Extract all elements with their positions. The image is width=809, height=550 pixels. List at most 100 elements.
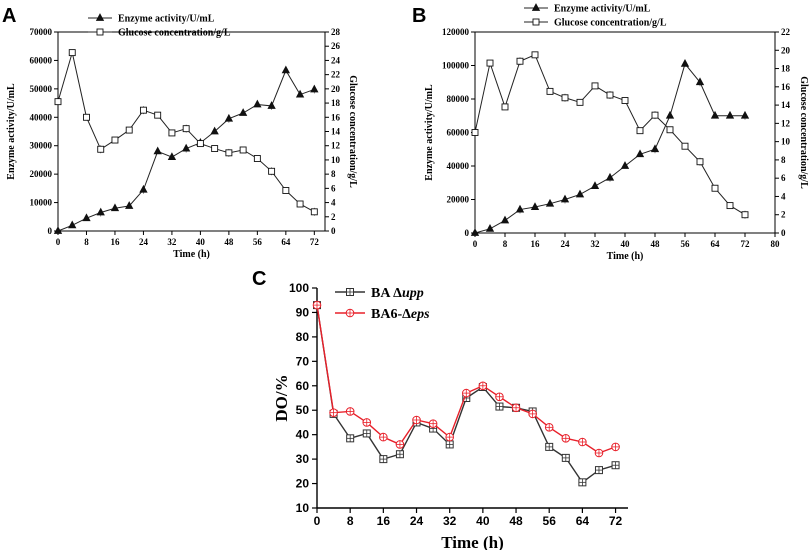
- data-point-glucose: [54, 98, 62, 106]
- legend-marker: [532, 18, 540, 26]
- x-tick-label: 0: [314, 514, 321, 528]
- x-tick-label: 8: [347, 514, 354, 528]
- data-point-ba6-eps: [495, 392, 504, 402]
- y-right-tick-label: 16: [781, 82, 791, 92]
- data-point-ba6-eps: [362, 418, 372, 427]
- legend-label: Enzyme activity/U/mL: [118, 14, 215, 25]
- data-point-enzyme: [167, 152, 177, 160]
- data-point-glucose: [591, 82, 599, 90]
- y-tick-label: 80: [296, 330, 310, 344]
- data-point-glucose: [516, 57, 524, 65]
- y-right-tick-label: 14: [331, 127, 341, 137]
- x-tick-label: 8: [84, 237, 89, 247]
- y-right-tick-label: 18: [331, 98, 341, 108]
- data-point-enzyme: [181, 143, 191, 152]
- data-point-enzyme: [210, 126, 219, 135]
- data-point-glucose: [576, 98, 584, 106]
- data-point-ba6-eps: [544, 423, 554, 432]
- data-point-glucose: [711, 184, 719, 192]
- data-point-enzyme: [53, 226, 63, 234]
- y-right-tick-label: 0: [331, 226, 336, 236]
- data-point-glucose: [268, 167, 276, 175]
- y-right-tick-label: 20: [781, 45, 791, 55]
- y-right-tick-label: 4: [331, 198, 336, 208]
- data-point-glucose: [486, 59, 494, 67]
- data-point-enzyme: [665, 110, 675, 119]
- data-point-glucose: [696, 158, 704, 166]
- x-tick-label: 64: [281, 237, 291, 247]
- x-tick-label: 48: [224, 237, 234, 247]
- data-point-enzyme: [253, 99, 262, 108]
- y-left-tick-label: 100000: [442, 61, 470, 71]
- panel-label-c: C: [252, 268, 266, 290]
- y-tick-label: 40: [296, 428, 310, 442]
- data-point-enzyme: [740, 110, 750, 119]
- legend-marker: [346, 288, 354, 296]
- data-point-glucose: [282, 187, 290, 194]
- data-point-enzyme: [560, 194, 570, 203]
- x-tick-label: 40: [476, 514, 490, 528]
- data-point-enzyme: [500, 215, 510, 224]
- x-tick-label: 16: [531, 239, 541, 249]
- data-point-ba6-eps: [445, 432, 454, 442]
- legend-label: Glucose concentration/g/L: [118, 28, 231, 39]
- x-tick-label: 48: [509, 514, 523, 528]
- data-point-ba6-eps: [428, 419, 438, 428]
- data-point-ba-upp: [379, 455, 388, 464]
- y-tick-label: 100: [289, 281, 309, 295]
- data-point-ba-upp: [395, 450, 404, 459]
- data-point-enzyme: [680, 58, 690, 67]
- x-tick-label: 72: [310, 237, 320, 247]
- data-point-ba6-eps: [561, 434, 571, 443]
- data-point-ba6-eps: [528, 409, 537, 419]
- data-point-ba-upp: [346, 434, 355, 443]
- x-tick-label: 32: [167, 237, 177, 247]
- data-point-enzyme: [295, 89, 305, 98]
- data-point-glucose: [310, 208, 318, 216]
- x-tick-label: 16: [110, 237, 120, 247]
- y-left-tick-label: 20000: [447, 195, 470, 205]
- y-left-axis-label: Enzyme activity/U/mL: [6, 83, 17, 180]
- data-point-glucose: [471, 129, 479, 136]
- y-left-tick-label: 30000: [30, 141, 53, 151]
- data-point-glucose: [196, 140, 204, 148]
- data-point-glucose: [225, 149, 233, 157]
- x-tick-label: 16: [377, 514, 391, 528]
- y-right-tick-label: 12: [781, 118, 791, 128]
- y-right-tick-label: 6: [781, 173, 786, 183]
- data-point-ba6-eps: [461, 388, 471, 398]
- data-point-glucose: [154, 111, 162, 119]
- x-tick-label: 24: [561, 239, 571, 249]
- legend-label: Enzyme activity/U/mL: [554, 4, 651, 15]
- y-left-tick-label: 60000: [30, 55, 53, 65]
- y-tick-label: 50: [296, 403, 310, 417]
- y-right-tick-label: 8: [781, 155, 786, 165]
- data-point-ba-upp: [611, 461, 620, 470]
- data-point-glucose: [168, 129, 176, 137]
- y-axis-label: DO/%: [272, 374, 291, 421]
- y-right-tick-label: 24: [331, 55, 341, 65]
- data-point-ba6-eps: [345, 407, 355, 416]
- data-point-enzyme: [110, 203, 120, 212]
- x-tick-label: 8: [503, 239, 508, 249]
- y-right-tick-label: 18: [781, 64, 791, 74]
- series-line-ba6-eps: [316, 305, 616, 454]
- data-point-enzyme: [695, 77, 705, 86]
- data-point-enzyme: [96, 207, 105, 216]
- data-point-ba-upp: [561, 453, 570, 462]
- data-point-glucose: [253, 155, 261, 162]
- data-point-glucose: [606, 91, 614, 99]
- data-point-glucose: [546, 87, 554, 95]
- y-right-tick-label: 8: [331, 169, 336, 179]
- x-tick-label: 72: [741, 239, 751, 249]
- y-right-tick-label: 20: [331, 84, 341, 94]
- data-point-ba6-eps: [412, 415, 421, 425]
- data-point-ba6-eps: [578, 437, 587, 447]
- data-point-glucose: [68, 49, 76, 57]
- y-tick-label: 20: [296, 477, 310, 491]
- x-tick-label: 24: [139, 237, 149, 247]
- data-point-glucose: [666, 126, 674, 134]
- data-point-ba6-eps: [478, 381, 488, 391]
- data-point-glucose: [182, 125, 190, 133]
- data-point-glucose: [296, 200, 304, 208]
